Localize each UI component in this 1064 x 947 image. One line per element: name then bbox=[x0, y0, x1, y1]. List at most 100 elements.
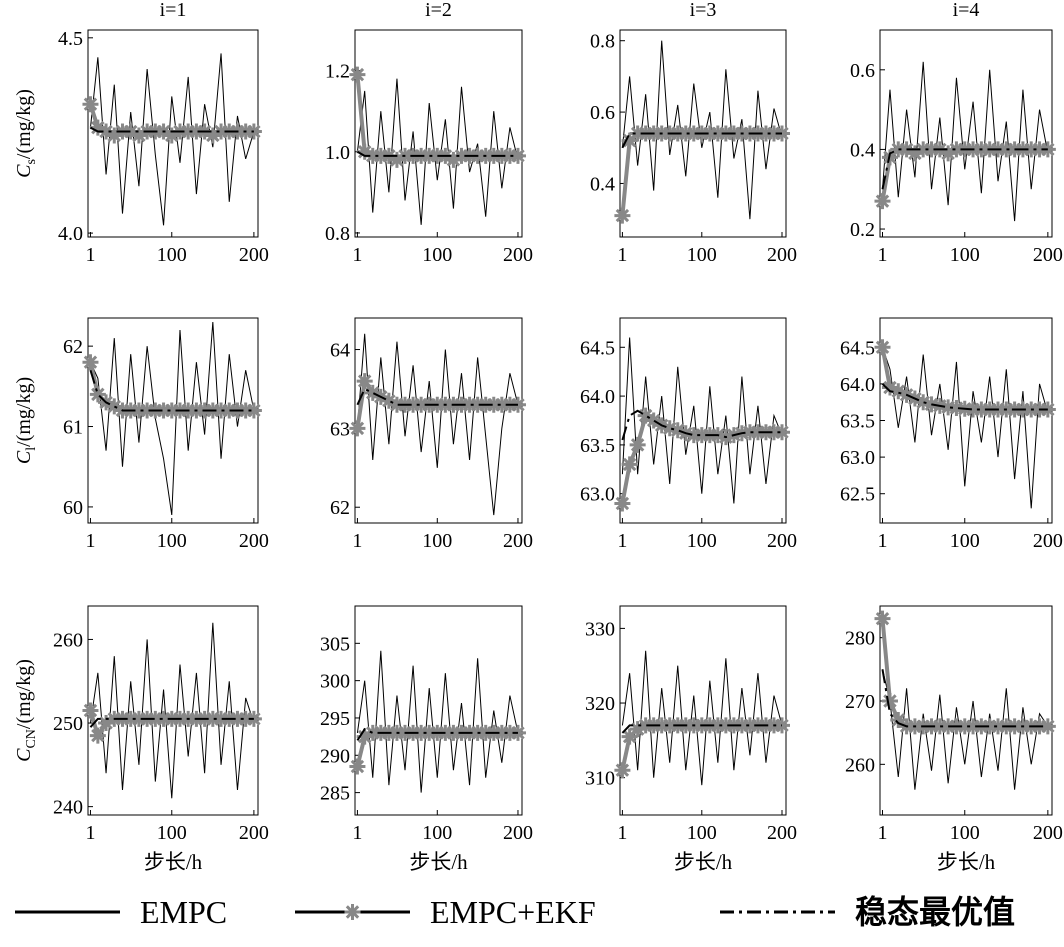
marker bbox=[989, 718, 1006, 735]
marker bbox=[915, 141, 932, 158]
marker bbox=[245, 123, 262, 140]
marker bbox=[677, 125, 694, 142]
marker bbox=[765, 125, 782, 142]
y-tick-label: 64 bbox=[330, 340, 350, 362]
plot-frame bbox=[619, 605, 787, 816]
marker bbox=[349, 420, 366, 437]
marker bbox=[163, 127, 180, 144]
x-axis-label: 步长/h bbox=[409, 850, 468, 874]
y-tick-label: 62.5 bbox=[840, 484, 875, 506]
marker bbox=[356, 728, 373, 745]
y-tick-label: 285 bbox=[320, 783, 350, 805]
marker bbox=[621, 456, 638, 473]
marker bbox=[413, 724, 430, 741]
marker bbox=[405, 396, 422, 413]
y-tick-label: 260 bbox=[845, 754, 875, 776]
marker bbox=[237, 710, 254, 727]
y-tick-label: 4.0 bbox=[58, 223, 83, 245]
plot-frame bbox=[354, 605, 523, 816]
y-tick-label: 0.4 bbox=[590, 173, 615, 195]
marker bbox=[204, 127, 221, 144]
series-line bbox=[882, 347, 1049, 509]
x-tick-label: 200 bbox=[767, 822, 797, 844]
marker bbox=[372, 147, 389, 164]
y-tick-label: 64.0 bbox=[840, 374, 875, 396]
marker bbox=[344, 904, 361, 920]
marker bbox=[130, 710, 147, 727]
marker bbox=[493, 396, 510, 413]
marker bbox=[661, 420, 678, 437]
y-tick-label: 63.0 bbox=[840, 447, 875, 469]
marker bbox=[421, 724, 438, 741]
marker bbox=[874, 610, 891, 627]
marker bbox=[213, 710, 230, 727]
series-line bbox=[881, 148, 1048, 190]
y-tick-label: 63.5 bbox=[580, 435, 615, 457]
x-axis-label: 步长/h bbox=[674, 850, 733, 874]
marker bbox=[890, 383, 907, 400]
marker bbox=[130, 127, 147, 144]
marker bbox=[749, 424, 766, 441]
x-axis-label: 步长/h bbox=[144, 850, 203, 874]
x-tick-label: 1 bbox=[617, 530, 627, 552]
y-tick-label: 320 bbox=[585, 693, 615, 715]
series-line bbox=[89, 622, 255, 799]
x-tick-label: 100 bbox=[422, 822, 452, 844]
marker bbox=[948, 141, 965, 158]
marker bbox=[147, 710, 164, 727]
marker bbox=[356, 373, 373, 390]
x-tick-label: 200 bbox=[1033, 244, 1063, 266]
marker bbox=[1039, 401, 1056, 418]
y-tick-label: 0.2 bbox=[850, 219, 875, 241]
marker bbox=[956, 718, 973, 735]
series-line bbox=[621, 409, 782, 441]
marker bbox=[629, 436, 646, 453]
marker bbox=[629, 721, 646, 738]
marker bbox=[998, 141, 1015, 158]
y-tick-label: 63.0 bbox=[580, 484, 615, 506]
marker bbox=[501, 147, 518, 164]
y-tick-label: 0.6 bbox=[850, 60, 875, 82]
marker bbox=[906, 145, 923, 162]
y-axis-label: Cs/(mg/kg) bbox=[13, 89, 39, 178]
marker bbox=[469, 396, 486, 413]
x-tick-label: 1 bbox=[877, 822, 887, 844]
x-tick-label: 100 bbox=[687, 530, 717, 552]
y-tick-label: 280 bbox=[845, 628, 875, 650]
marker bbox=[741, 717, 758, 734]
marker bbox=[645, 412, 662, 429]
marker bbox=[1039, 141, 1056, 158]
marker bbox=[1031, 141, 1048, 158]
series-line bbox=[89, 126, 254, 133]
panel-title: i=3 bbox=[690, 0, 717, 21]
y-tick-label: 0.4 bbox=[850, 139, 875, 161]
marker bbox=[501, 724, 518, 741]
marker bbox=[445, 151, 462, 168]
marker bbox=[453, 147, 470, 164]
marker bbox=[621, 132, 638, 149]
marker bbox=[653, 717, 670, 734]
marker bbox=[163, 402, 180, 419]
x-tick-label: 200 bbox=[503, 530, 533, 552]
plot-frame bbox=[879, 605, 1053, 816]
marker bbox=[693, 427, 710, 444]
marker bbox=[380, 392, 397, 409]
marker bbox=[709, 717, 726, 734]
marker bbox=[89, 727, 106, 744]
x-tick-label: 200 bbox=[239, 244, 269, 266]
marker bbox=[237, 402, 254, 419]
marker bbox=[773, 424, 790, 441]
legend-label: 稳态最优值 bbox=[855, 894, 1015, 930]
x-tick-label: 1 bbox=[617, 244, 627, 266]
x-tick-label: 200 bbox=[767, 530, 797, 552]
y-tick-label: 300 bbox=[320, 671, 350, 693]
y-label-symbol: C bbox=[13, 164, 35, 178]
marker bbox=[874, 193, 891, 210]
marker bbox=[356, 143, 373, 160]
marker bbox=[614, 207, 631, 224]
marker bbox=[621, 728, 638, 745]
marker bbox=[629, 125, 646, 142]
series-line bbox=[621, 650, 783, 786]
marker bbox=[98, 715, 115, 732]
